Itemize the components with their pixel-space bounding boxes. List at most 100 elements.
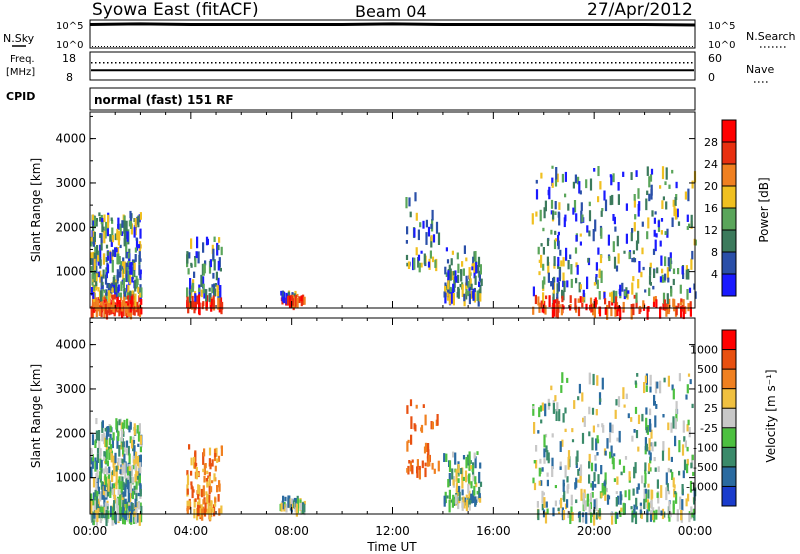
range-gate-cell [557,256,560,267]
range-gate-cell [90,287,94,296]
range-gate-cell [434,259,437,268]
range-gate-cell [533,460,536,464]
range-gate-cell [685,394,688,400]
range-gate-cell [672,477,675,488]
range-gate-cell [663,511,666,518]
time-axis-labels: 00:00 04:00 08:00 12:00 16:00 20:00 00:00 [73,524,713,538]
range-gate-cell [140,287,143,298]
range-gate-cell [656,479,659,489]
range-gate-cell [630,304,633,310]
range-gate-cell [635,382,638,388]
range-gate-cell [186,251,189,264]
range-gate-cell [649,408,652,416]
range-gate-cell [137,443,140,447]
range-gate-cell [204,502,207,512]
range-gate-cell [105,289,108,296]
range-gate-cell [106,460,109,467]
colorbar-tick-label: -25 [700,422,718,435]
range-gate-cell [535,189,539,200]
range-gate-cell [107,427,110,432]
range-gate-cell [571,512,574,522]
range-gate-cell [667,422,670,431]
range-gate-cell [639,509,642,515]
range-gate-cell [635,292,638,303]
range-gate-cell [209,259,212,268]
range-gate-cell [124,510,127,515]
range-gate-cell [451,498,454,508]
range-gate-cell [208,476,211,486]
range-gate-cell [665,472,668,485]
range-gate-cell [539,209,542,222]
range-gate-cell [550,281,553,287]
range-gate-cell [686,289,689,300]
range-gate-cell [123,508,126,512]
range-gate-cell [593,513,596,526]
range-gate-cell [111,288,114,293]
range-gate-cell [575,262,578,268]
range-gate-cell [416,466,419,478]
range-gate-cell [292,500,296,509]
range-gate-cell [463,293,466,302]
range-gate-cell [140,298,143,305]
range-gate-cell [546,450,549,461]
range-gate-cell [579,464,583,476]
range-gate-cell [674,418,677,430]
range-gate-cell [615,497,618,507]
range-gate-cell [675,492,678,504]
range-gate-cell [215,271,218,281]
range-gate-cell [445,247,448,252]
range-gate-cell [682,306,685,320]
range-gate-cell [604,298,607,305]
range-gate-cell [430,421,433,430]
range-gate-cell [661,268,664,274]
range-gate-cell [217,298,220,310]
range-gate-cell [186,296,189,303]
range-gate-cell [465,275,468,286]
range-gate-cell [113,466,116,477]
range-gate-cell [601,377,604,390]
range-gate-cell [190,238,193,249]
range-gate-cell [590,462,594,472]
range-gate-cell [94,440,97,449]
range-gate-cell [206,508,209,515]
range-gate-cell [478,289,481,293]
range-gate-cell [103,468,106,475]
range-gate-cell [293,293,296,298]
range-gate-cell [612,214,615,221]
range-gate-cell [577,176,580,185]
range-gate-cell [659,185,662,189]
range-gate-cell [466,454,470,466]
range-gate-cell [111,235,115,243]
range-gate-cell [452,293,455,306]
range-gate-cell [667,257,670,267]
range-gate-cell [563,490,566,502]
range-gate-cell [220,505,223,514]
range-gate-cell [588,406,591,415]
range-gate-cell [121,465,124,476]
range-gate-cell [129,210,132,219]
range-gate-cell [112,276,115,285]
range-gate-cell [539,405,542,412]
range-gate-cell [656,381,659,389]
range-gate-cell [132,266,135,280]
range-gate-cell [670,422,673,433]
range-gate-cell [139,258,142,262]
range-gate-cell [662,292,666,305]
range-gate-cell [461,480,464,489]
range-gate-cell [95,218,98,222]
colorbar-swatch [722,466,736,487]
y-tick-label: 4000 [55,132,86,146]
range-gate-cell [138,250,141,261]
range-gate-cell [594,463,597,472]
range-gate-cell [616,476,619,485]
range-gate-cell [687,373,691,377]
range-gate-cell [92,258,95,271]
range-gate-cell [563,217,566,228]
range-gate-cell [202,499,205,505]
range-gate-cell [581,302,584,308]
range-gate-cell [299,499,302,503]
range-gate-cell [207,502,210,515]
range-gate-cell [121,426,125,432]
range-gate-cell [408,197,411,207]
range-gate-cell [461,284,464,298]
